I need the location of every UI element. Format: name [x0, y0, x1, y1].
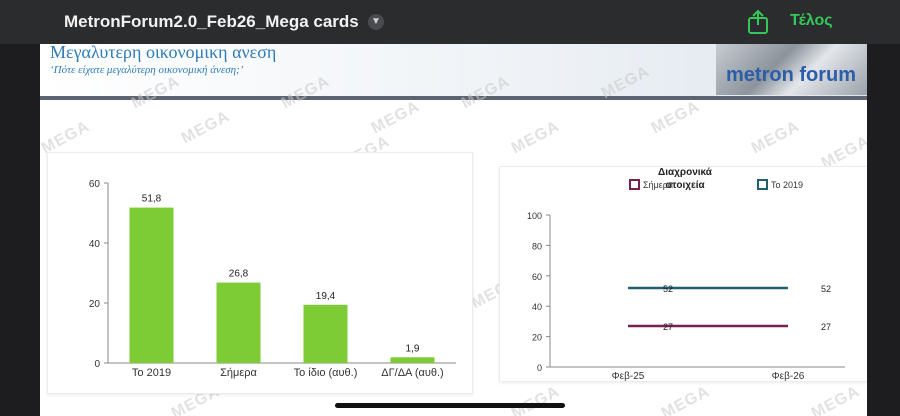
chevron-down-icon[interactable]: ▼: [368, 14, 384, 30]
bar-value-label: 26,8: [229, 269, 249, 280]
bar-1: [129, 207, 174, 363]
bar-chart: 0 20 40 60 51,8 Το 2019 26,8 Σήμερα 19,4 Το ίδιο …: [89, 179, 456, 379]
bar-chart-panel: 0 20 40 60 51,8 Το 2019 26,8 Σήμερα 19,4 Το ίδιο …: [47, 152, 473, 394]
legend-label: Το 2019: [771, 180, 803, 190]
slide-title: Μεγαλυτερη οικονομικη ανεση: [50, 44, 277, 62]
header-divider: [40, 96, 867, 100]
line-chart-title: Διαχρονικά: [658, 167, 713, 178]
slide-canvas: Μεγαλυτερη οικονομικη ανεση ‘Πότε είχατε…: [40, 44, 867, 416]
y-tick-label: 0: [537, 363, 542, 373]
slide-subtitle: ‘Πότε είχατε μεγαλύτερη οικονομική άνεση…: [50, 64, 244, 76]
bar-4: [390, 357, 435, 363]
bar-value-label: 1,9: [406, 343, 420, 354]
home-indicator[interactable]: [335, 403, 565, 408]
bar-value-label: 19,4: [316, 291, 336, 302]
x-category-label: Φεβ-25: [612, 371, 645, 381]
y-tick-label: 80: [532, 241, 542, 251]
x-category-label: Το 2019: [132, 367, 171, 379]
x-category-label: Σήμερα: [220, 367, 257, 379]
app-toolbar: MetronForum2.0_Feb26_Mega cards ▼ Τέλος: [0, 0, 900, 44]
y-tick-label: 40: [532, 302, 542, 312]
y-tick-label: 20: [89, 299, 101, 310]
y-tick-label: 0: [94, 359, 100, 370]
legend-label: Σήμερα: [643, 180, 673, 190]
share-icon[interactable]: [746, 9, 770, 35]
x-category-label: ΔΓ/ΔΑ (αυθ.): [381, 367, 443, 379]
mega-watermark: MEGA: [808, 382, 863, 416]
mega-watermark: MEGA: [658, 382, 713, 416]
line-chart-title: στοιχεία: [665, 180, 705, 191]
y-tick-label: 100: [527, 211, 542, 221]
metron-forum-logo: metron forum: [716, 44, 867, 95]
logo-text: metron forum: [726, 64, 856, 86]
y-tick-label: 60: [532, 272, 542, 282]
y-tick-label: 20: [532, 333, 542, 343]
document-title[interactable]: MetronForum2.0_Feb26_Mega cards: [64, 12, 359, 31]
mega-watermark: MEGA: [748, 117, 803, 158]
series-data-label: 27: [821, 322, 831, 332]
bar-3: [303, 304, 348, 363]
mega-watermark: MEGA: [508, 382, 563, 416]
y-tick-label: 60: [89, 179, 101, 190]
mega-watermark: MEGA: [648, 97, 703, 138]
done-button[interactable]: Τέλος: [790, 12, 833, 29]
series-data-label: 27: [663, 322, 673, 332]
line-chart-panel: Διαχρονικά στοιχεία Σήμερα Το 2019 0 20 40 60 80…: [499, 166, 867, 382]
slide-header: Μεγαλυτερη οικονομικη ανεση ‘Πότε είχατε…: [40, 44, 867, 96]
x-category-label: Φεβ-26: [772, 371, 805, 381]
mega-watermark: MEGA: [178, 107, 233, 148]
bar-2: [216, 282, 261, 363]
bar-value-label: 51,8: [142, 194, 162, 205]
mega-watermark: MEGA: [368, 97, 423, 138]
legend-swatch: [757, 179, 768, 190]
legend-swatch: [629, 179, 640, 190]
y-tick-label: 40: [89, 239, 101, 250]
series-data-label: 52: [663, 284, 673, 294]
x-category-label: Το ίδιο (αυθ.): [294, 367, 358, 379]
series-data-label: 52: [821, 284, 831, 294]
mega-watermark: MEGA: [508, 117, 563, 158]
